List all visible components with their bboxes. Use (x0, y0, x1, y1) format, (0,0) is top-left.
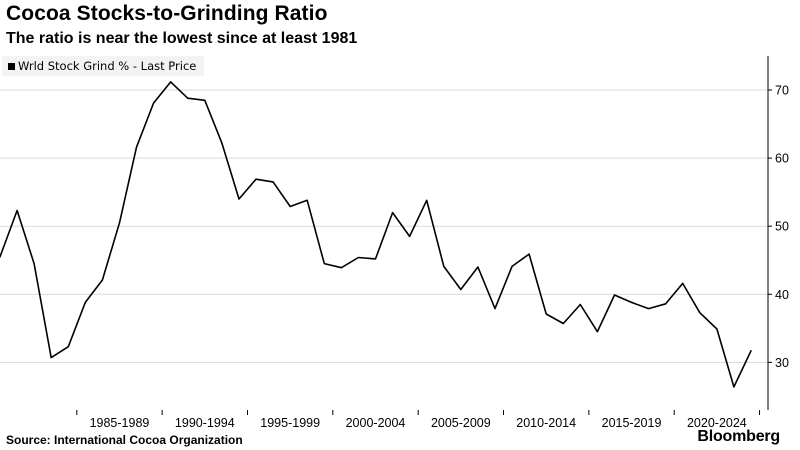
y-tick-label-40: 40 (775, 288, 789, 302)
x-tick-label-1985-1989: 1985-1989 (90, 416, 150, 430)
x-tick-label-2015-2019: 2015-2019 (602, 416, 662, 430)
legend-swatch (8, 62, 15, 70)
y-tick-label-70: 70 (775, 84, 789, 98)
source-note: Source: International Cocoa Organization (6, 433, 243, 447)
chart-title: Cocoa Stocks-to-Grinding Ratio (6, 2, 328, 25)
chart-subtitle: The ratio is near the lowest since at le… (6, 30, 358, 47)
x-tick-label-2010-2014: 2010-2014 (516, 416, 576, 430)
x-tick-label-1990-1994: 1990-1994 (175, 416, 235, 430)
legend-label: Wrld Stock Grind % - Last Price (18, 59, 197, 73)
x-tick-label-1995-1999: 1995-1999 (260, 416, 320, 430)
x-tick-label-2000-2004: 2000-2004 (346, 416, 406, 430)
series (0, 81, 752, 388)
y-tick-label-60: 60 (775, 152, 789, 166)
x-tick-label-2005-2009: 2005-2009 (431, 416, 491, 430)
axes: 30 40 50 60 70 1985-1989 1990-1994 1995-1999 200… (76, 56, 789, 430)
gridlines (0, 89, 768, 363)
bloomberg-logo: Bloomberg (697, 428, 780, 445)
y-tick-label-50: 50 (775, 220, 789, 234)
x-tick-label-2020-2024: 2020-2024 (687, 416, 747, 430)
series-line-0 (0, 81, 752, 388)
legend: Wrld Stock Grind % - Last Price (2, 56, 205, 76)
y-tick-label-30: 30 (775, 356, 789, 370)
